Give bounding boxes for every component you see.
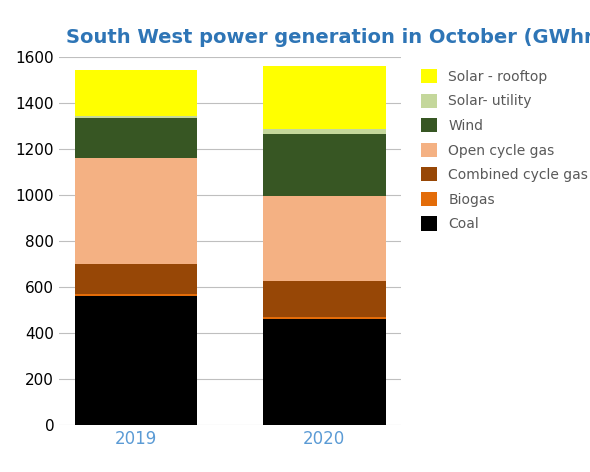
Bar — [263, 317, 386, 319]
Bar — [74, 158, 197, 264]
Bar — [74, 70, 197, 117]
Bar — [74, 117, 197, 118]
Bar — [263, 319, 386, 425]
Bar — [263, 281, 386, 317]
Bar — [263, 196, 386, 281]
Bar — [263, 134, 386, 196]
Bar — [74, 294, 197, 296]
Legend: Solar - rooftop, Solar- utility, Wind, Open cycle gas, Combined cycle gas, Bioga: Solar - rooftop, Solar- utility, Wind, O… — [415, 64, 590, 236]
Text: South West power generation in October (GWhr): South West power generation in October (… — [66, 28, 590, 47]
Bar — [74, 118, 197, 158]
Bar — [74, 296, 197, 425]
Bar — [263, 129, 386, 134]
Bar — [74, 264, 197, 294]
Bar — [263, 66, 386, 129]
